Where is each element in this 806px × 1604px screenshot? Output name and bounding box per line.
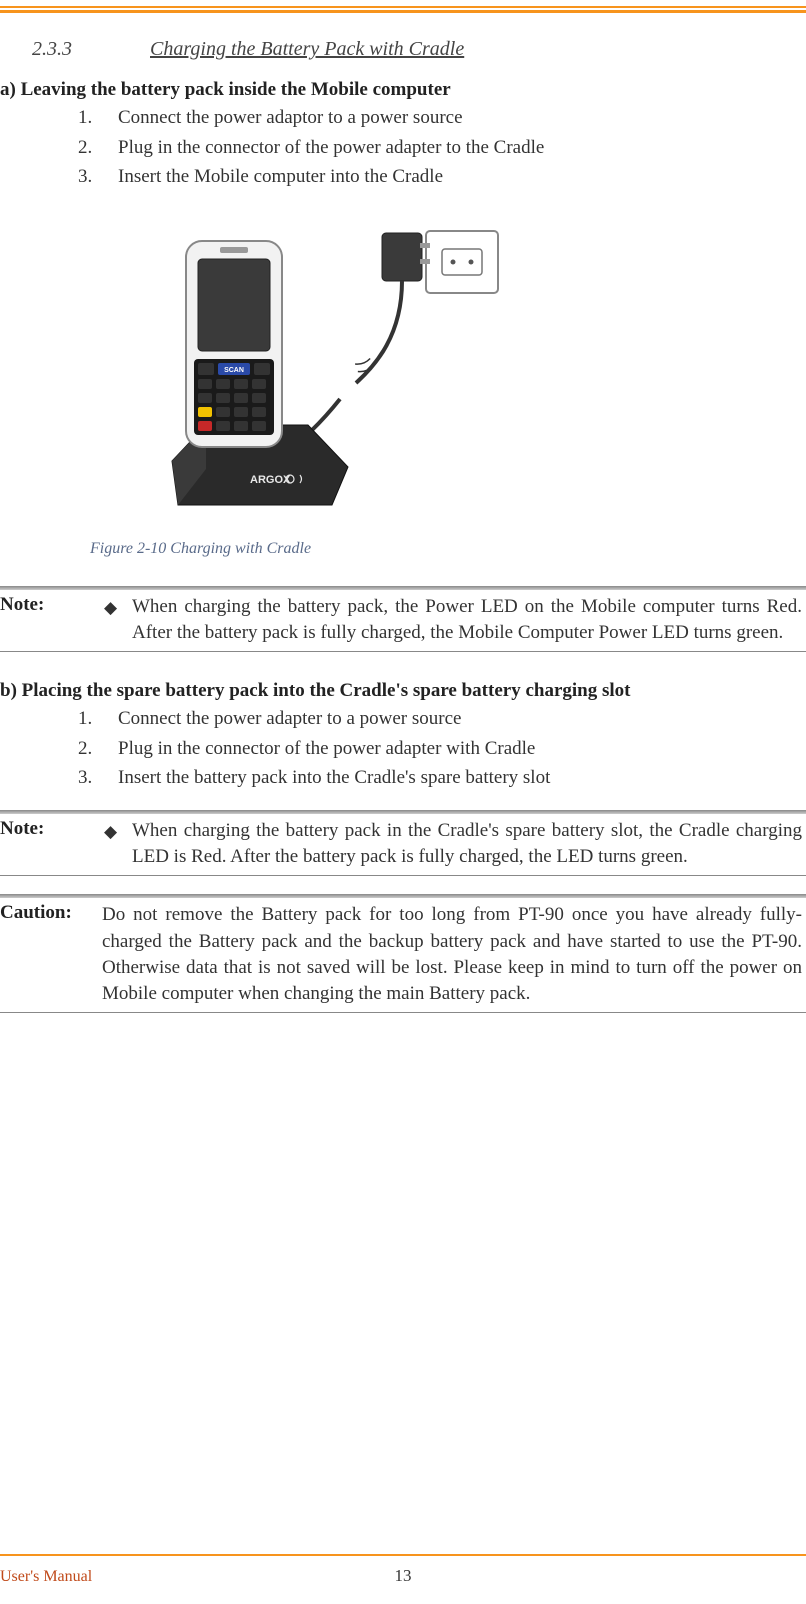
callout-separator xyxy=(0,875,806,876)
callout-row: Note: ◆ When charging the battery pack i… xyxy=(0,816,806,872)
part-b-steps: 1.Connect the power adapter to a power s… xyxy=(78,706,806,792)
step-number: 2. xyxy=(78,736,118,763)
step-number: 2. xyxy=(78,135,118,162)
step-text: Plug in the connector of the power adapt… xyxy=(118,137,544,158)
part-a-steps: 1.Connect the power adaptor to a power s… xyxy=(78,105,806,191)
step-text: Insert the battery pack into the Cradle'… xyxy=(118,767,550,788)
part-b-step-3: 3.Insert the battery pack into the Cradl… xyxy=(78,765,806,792)
diamond-bullet-icon: ◆ xyxy=(104,596,117,619)
part-b-step-1: 1.Connect the power adapter to a power s… xyxy=(78,706,806,733)
callout-row: Caution: Do not remove the Battery pack … xyxy=(0,900,806,1009)
bottom-rule xyxy=(0,1554,806,1556)
step-number: 1. xyxy=(78,105,118,132)
note-label: Note: xyxy=(0,818,102,840)
diamond-bullet-icon: ◆ xyxy=(104,820,117,843)
part-a-step-2: 2.Plug in the connector of the power ada… xyxy=(78,135,806,162)
section-number: 2.3.3 xyxy=(32,38,150,61)
callout-separator xyxy=(0,1012,806,1013)
callout-row: Note: ◆ When charging the battery pack, … xyxy=(0,592,806,648)
part-a-step-1: 1.Connect the power adaptor to a power s… xyxy=(78,105,806,132)
brand-label: ARGOX xyxy=(250,474,291,486)
callout-separator xyxy=(0,894,806,898)
callout-separator xyxy=(0,651,806,652)
step-number: 1. xyxy=(78,706,118,733)
note-body: ◆ When charging the battery pack in the … xyxy=(102,818,806,870)
figure-caption: Figure 2-10 Charging with Cradle xyxy=(90,540,806,558)
caution: Caution: Do not remove the Battery pack … xyxy=(0,894,806,1013)
cradle-diagram: ARGOX SCAN xyxy=(86,215,536,527)
part-a-step-3: 3.Insert the Mobile computer into the Cr… xyxy=(78,164,806,191)
page-content: 2.3.3Charging the Battery Pack with Crad… xyxy=(0,30,806,1017)
note-text: When charging the battery pack, the Powe… xyxy=(132,596,802,643)
section-heading: 2.3.3Charging the Battery Pack with Crad… xyxy=(32,38,806,61)
step-number: 3. xyxy=(78,164,118,191)
figure-area: ARGOX SCAN xyxy=(0,215,806,532)
note-text: When charging the battery pack in the Cr… xyxy=(132,820,802,867)
note-body: ◆ When charging the battery pack, the Po… xyxy=(102,594,806,646)
caution-text: Do not remove the Battery pack for too l… xyxy=(102,904,802,1004)
part-b-heading: b) Placing the spare battery pack into t… xyxy=(0,680,806,702)
callout-separator xyxy=(0,810,806,814)
top-rule-line-2 xyxy=(0,10,806,13)
top-rule xyxy=(0,6,806,14)
step-text: Insert the Mobile computer into the Crad… xyxy=(118,166,443,187)
page-footer: User's Manual 13 xyxy=(0,1562,806,1586)
step-text: Connect the power adapter to a power sou… xyxy=(118,708,461,729)
section-title: Charging the Battery Pack with Cradle xyxy=(150,38,464,60)
step-number: 3. xyxy=(78,765,118,792)
top-rule-line-1 xyxy=(0,6,806,8)
part-a-heading: a) Leaving the battery pack inside the M… xyxy=(0,79,806,101)
note-label: Note: xyxy=(0,594,102,616)
caution-label: Caution: xyxy=(0,902,102,924)
footer-page-number: 13 xyxy=(0,1566,806,1586)
note-1: Note: ◆ When charging the battery pack, … xyxy=(0,586,806,652)
note-2: Note: ◆ When charging the battery pack i… xyxy=(0,810,806,876)
caution-body: Do not remove the Battery pack for too l… xyxy=(102,902,806,1007)
svg-text:SCAN: SCAN xyxy=(224,367,244,374)
step-text: Plug in the connector of the power adapt… xyxy=(118,738,535,759)
callout-separator xyxy=(0,586,806,590)
step-text: Connect the power adaptor to a power sou… xyxy=(118,107,463,128)
part-b-step-2: 2.Plug in the connector of the power ada… xyxy=(78,736,806,763)
